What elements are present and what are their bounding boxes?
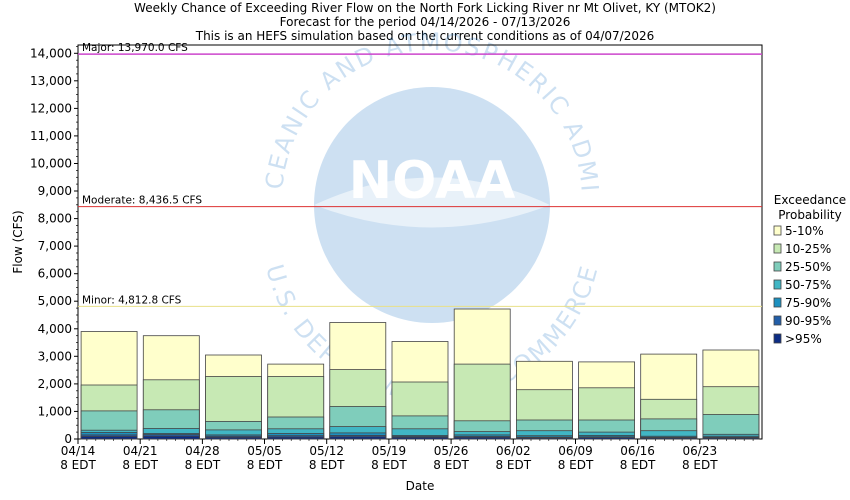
noaa-logo-text: NOAA: [349, 151, 516, 211]
legend-title-line-1: Exceedance: [774, 193, 846, 207]
bar-4-series-7: [267, 436, 325, 440]
bar-7-series-7: [453, 436, 511, 440]
x-tick-label-date-3: 05/05: [247, 444, 282, 458]
legend-swatch-7: [773, 333, 782, 344]
legend-label-6: 90-95%: [785, 314, 831, 328]
thresholds-layer: Major: 13,970.0 CFS Moderate: 8,436.5 CFS…: [78, 42, 762, 307]
legend-swatch-5: [773, 297, 782, 308]
x-tick-label-date-2: 04/28: [185, 444, 220, 458]
y-tick-label-8: 8,000: [38, 212, 72, 226]
x-tick-label-time-3: 8 EDT: [247, 458, 283, 472]
x-tick-label-time-10: 8 EDT: [682, 458, 718, 472]
y-tick-label-9: 9,000: [38, 184, 72, 198]
x-tick-label-date-7: 06/02: [496, 444, 531, 458]
y-tick-label-7: 7,000: [38, 239, 72, 253]
bar-3-series-7: [205, 436, 262, 440]
y-tick-label-13: 13,000: [30, 74, 72, 88]
legend-label-5: 75-90%: [785, 296, 831, 310]
y-axis: 0 1,000 2,000 3,000 4,000 5,000 6,000 7,000 8,00…: [30, 46, 78, 446]
y-tick-label-10: 10,000: [30, 157, 72, 171]
x-tick-label-time-5: 8 EDT: [371, 458, 407, 472]
y-tick-label-0: 0: [64, 432, 72, 446]
y-tick-label-1: 1,000: [38, 404, 72, 418]
x-tick-label-time-0: 8 EDT: [60, 458, 96, 472]
chart-title-line-3: This is an HEFS simulation based on the …: [195, 29, 655, 43]
legend-swatch-4: [773, 279, 782, 290]
x-tick-label-date-6: 05/26: [434, 444, 469, 458]
legend-label-7: >95%: [785, 332, 822, 346]
noaa-logo-circle: [314, 87, 550, 323]
legend-swatch-3: [773, 261, 782, 272]
bar-8-series-7: [516, 437, 573, 440]
legend: Exceedance Probability 5-10% 10-25% 25-50%…: [773, 193, 846, 346]
chart-title-line-2: Forecast for the period 04/14/2026 - 07/…: [280, 15, 571, 29]
x-tick-label-time-9: 8 EDT: [620, 458, 656, 472]
noaa-logo-gull: [314, 177, 550, 228]
bar-2-series-7: [142, 435, 200, 440]
legend-label-1: 5-10%: [785, 224, 824, 238]
bar-6-series-7: [391, 436, 449, 440]
x-tick-label-date-10: 06/23: [683, 444, 718, 458]
x-tick-label-date-1: 04/21: [123, 444, 158, 458]
bar-11-series-7: [702, 437, 760, 440]
y-tick-label-4: 4,000: [38, 322, 72, 336]
y-tick-label-12: 12,000: [30, 101, 72, 115]
x-tick-label-time-4: 8 EDT: [309, 458, 345, 472]
y-tick-label-11: 11,000: [30, 129, 72, 143]
legend-swatch-1: [773, 225, 782, 236]
legend-label-2: 10-25%: [785, 242, 831, 256]
legend-title-line-2: Probability: [778, 208, 841, 222]
legend-label-3: 25-50%: [785, 260, 831, 274]
legend-swatch-6: [773, 315, 782, 326]
x-tick-label-time-1: 8 EDT: [122, 458, 158, 472]
x-tick-label-date-5: 05/19: [372, 444, 407, 458]
threshold-label-1: Major: 13,970.0 CFS: [82, 42, 188, 54]
bar-5-series-7: [329, 436, 387, 440]
x-tick-label-time-2: 8 EDT: [185, 458, 221, 472]
threshold-label-3: Minor: 4,812.8 CFS: [82, 294, 182, 306]
y-axis-title: Flow (CFS): [11, 210, 25, 273]
threshold-label-2: Moderate: 8,436.5 CFS: [82, 195, 202, 207]
legend-items: 5-10% 10-25% 25-50% 50-75% 75-90% 90-95% >95%: [773, 224, 831, 346]
x-tick-label-time-8: 8 EDT: [558, 458, 594, 472]
bar-1-series-7: [80, 436, 138, 440]
y-tick-label-2: 2,000: [38, 377, 72, 391]
x-tick-label-date-8: 06/09: [558, 444, 593, 458]
y-tick-label-6: 6,000: [38, 267, 72, 281]
x-tick-label-date-0: 04/14: [61, 444, 96, 458]
x-tick-label-time-7: 8 EDT: [495, 458, 531, 472]
bar-10-series-7: [640, 437, 698, 440]
x-axis-title: Date: [406, 479, 435, 493]
chart-titles: Weekly Chance of Exceeding River Flow on…: [134, 1, 716, 43]
legend-swatch-2: [773, 243, 782, 254]
x-tick-label-date-9: 06/16: [620, 444, 655, 458]
y-tick-label-14: 14,000: [30, 46, 72, 60]
y-tick-label-5: 5,000: [38, 294, 72, 308]
y-tick-label-3: 3,000: [38, 349, 72, 363]
bars-layer: [80, 308, 760, 440]
x-tick-label-date-4: 05/12: [309, 444, 344, 458]
x-tick-label-time-6: 8 EDT: [433, 458, 469, 472]
bar-9-series-7: [578, 437, 635, 440]
chart-title-line-1: Weekly Chance of Exceeding River Flow on…: [134, 1, 716, 15]
legend-label-4: 50-75%: [785, 278, 831, 292]
